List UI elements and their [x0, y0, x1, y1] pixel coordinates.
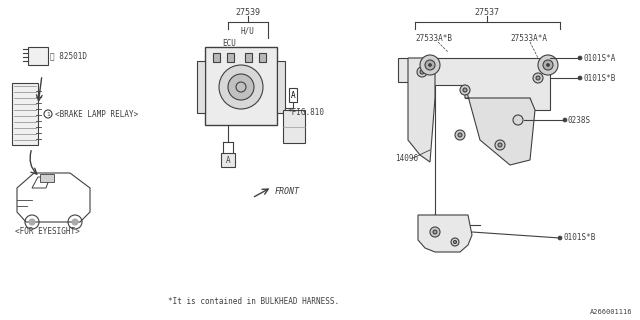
Circle shape	[417, 67, 427, 77]
Bar	[40, 174, 54, 182]
Polygon shape	[418, 215, 472, 252]
Circle shape	[430, 227, 440, 237]
Text: 27537: 27537	[474, 7, 499, 17]
Text: ECU: ECU	[222, 38, 236, 47]
Circle shape	[72, 219, 78, 225]
Circle shape	[451, 238, 459, 246]
Circle shape	[578, 56, 582, 60]
Circle shape	[563, 118, 567, 122]
Circle shape	[29, 219, 35, 225]
Text: 27533A*A: 27533A*A	[510, 34, 547, 43]
Circle shape	[429, 63, 431, 67]
Circle shape	[463, 88, 467, 92]
Text: 27533A*B: 27533A*B	[415, 34, 452, 43]
Text: H/U: H/U	[240, 27, 254, 36]
Bar	[245, 53, 252, 62]
Circle shape	[498, 143, 502, 147]
Circle shape	[420, 70, 424, 74]
Circle shape	[495, 140, 505, 150]
Circle shape	[425, 60, 435, 70]
Bar	[12, 83, 38, 145]
Circle shape	[455, 130, 465, 140]
Text: A: A	[291, 91, 295, 100]
Bar	[227, 53, 234, 62]
Text: 1: 1	[46, 111, 50, 116]
Bar	[259, 53, 266, 62]
Bar	[221, 153, 235, 167]
Polygon shape	[398, 58, 550, 110]
Circle shape	[219, 65, 263, 109]
Bar	[205, 47, 277, 125]
Circle shape	[454, 241, 456, 244]
Text: ① 82501D: ① 82501D	[50, 52, 87, 60]
Circle shape	[536, 76, 540, 80]
Circle shape	[44, 110, 52, 118]
Polygon shape	[408, 58, 435, 162]
Circle shape	[558, 236, 562, 240]
Bar	[197, 61, 205, 113]
Text: 0101S*A: 0101S*A	[583, 53, 616, 62]
Text: 0238S: 0238S	[568, 116, 591, 124]
Bar	[277, 61, 285, 113]
Circle shape	[513, 115, 523, 125]
Bar	[28, 47, 48, 65]
Text: 0101S*B: 0101S*B	[583, 74, 616, 83]
Text: <FOR EYESIGHT>: <FOR EYESIGHT>	[15, 228, 80, 236]
Circle shape	[228, 74, 254, 100]
Circle shape	[420, 55, 440, 75]
Text: 14096: 14096	[395, 154, 418, 163]
Text: *It is contained in BULKHEAD HARNESS.: *It is contained in BULKHEAD HARNESS.	[168, 298, 339, 307]
Polygon shape	[465, 85, 535, 165]
Text: 27539: 27539	[236, 7, 260, 17]
Circle shape	[543, 60, 553, 70]
Circle shape	[538, 55, 558, 75]
Circle shape	[460, 85, 470, 95]
Bar	[213, 53, 220, 62]
Circle shape	[547, 63, 550, 67]
Text: 0101S*B: 0101S*B	[563, 234, 595, 243]
Text: <BRAKE LAMP RELAY>: <BRAKE LAMP RELAY>	[55, 109, 138, 118]
Text: *FIG.810: *FIG.810	[287, 108, 324, 116]
Text: FRONT: FRONT	[275, 187, 300, 196]
Bar	[283, 110, 305, 143]
Circle shape	[578, 76, 582, 80]
Circle shape	[458, 133, 462, 137]
Text: A266001116: A266001116	[589, 309, 632, 315]
Circle shape	[533, 73, 543, 83]
Text: A: A	[226, 156, 230, 164]
Circle shape	[433, 230, 437, 234]
